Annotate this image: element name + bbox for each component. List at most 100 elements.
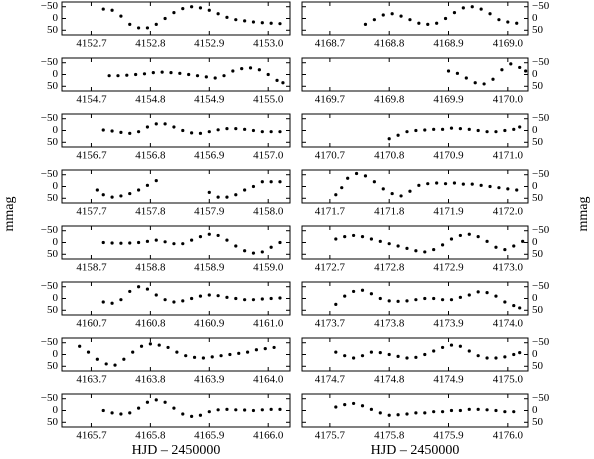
y-tick-label: −50 [41, 0, 59, 12]
panel-frame [61, 57, 291, 92]
data-point [494, 356, 498, 360]
data-point [503, 355, 507, 359]
data-point [154, 398, 158, 402]
data-point [260, 408, 264, 412]
y-tick-label: 0 [532, 124, 538, 136]
data-point [485, 408, 489, 412]
data-point [440, 127, 445, 131]
data-point [435, 181, 439, 185]
data-point [521, 239, 525, 243]
data-point [414, 249, 418, 253]
data-point [485, 291, 489, 295]
data-point [423, 411, 427, 415]
data-point [278, 180, 282, 184]
data-point [461, 182, 465, 186]
data-point [128, 289, 132, 294]
data-point [148, 342, 152, 346]
data-point [512, 127, 516, 131]
data-point [210, 355, 214, 359]
data-point [458, 344, 462, 348]
data-point [122, 357, 126, 361]
panel-frame [61, 281, 291, 316]
data-point [387, 352, 391, 357]
data-point [491, 77, 495, 81]
y-axis-label: mmag [576, 197, 591, 232]
y-tick-label: −50 [41, 280, 59, 292]
data-point [136, 188, 141, 192]
data-point [175, 350, 179, 354]
data-point [275, 78, 279, 82]
y-tick-label: 0 [53, 404, 59, 416]
data-point [172, 125, 176, 129]
data-point [512, 303, 516, 308]
x-tick-label: 4158.9 [194, 262, 225, 274]
data-point [136, 26, 141, 30]
y-tick-label: 0 [532, 292, 538, 304]
x-tick-label: 4160.7 [76, 318, 107, 330]
data-point [476, 235, 480, 239]
data-point [240, 67, 244, 71]
y-tick-label: 0 [53, 180, 59, 192]
data-point [260, 21, 264, 25]
data-point [515, 188, 519, 192]
data-point [396, 244, 400, 248]
data-point [369, 237, 374, 241]
data-point [334, 237, 338, 241]
data-point [405, 299, 409, 303]
data-point [86, 350, 91, 354]
data-point [119, 14, 123, 18]
x-tick-label: 4165.7 [76, 430, 107, 442]
data-point [278, 130, 282, 134]
data-point [243, 408, 247, 412]
data-point [360, 288, 365, 292]
data-point [157, 343, 161, 347]
data-point [432, 296, 436, 301]
data-point [243, 127, 247, 131]
x-tick-label: 4170.0 [493, 94, 524, 106]
data-point [243, 298, 247, 302]
data-point [260, 297, 264, 301]
data-point [455, 71, 460, 75]
data-point [163, 400, 167, 404]
data-point [381, 13, 385, 17]
x-tick-label: 4156.7 [76, 150, 107, 162]
data-point [260, 180, 264, 184]
data-point [506, 187, 510, 191]
data-point [207, 190, 211, 194]
data-point [390, 12, 394, 16]
y-tick-label: 50 [47, 80, 59, 92]
x-tick-label: 4176.0 [493, 430, 524, 442]
x-tick-label: 4171.7 [315, 206, 346, 218]
data-point [243, 188, 247, 192]
x-tick-label: 4169.8 [374, 94, 405, 106]
data-point [494, 294, 498, 298]
data-point [405, 246, 409, 250]
x-tick-label: 4169.7 [315, 94, 346, 106]
data-point [346, 176, 350, 180]
data-point [343, 354, 347, 358]
data-point [198, 294, 203, 298]
data-point [440, 298, 445, 302]
data-point [458, 408, 462, 413]
data-point [449, 343, 454, 347]
y-tick-label: −50 [41, 336, 59, 348]
y-tick-label: 50 [47, 24, 59, 36]
data-point [443, 182, 448, 186]
data-point [151, 71, 155, 75]
data-point [225, 195, 229, 199]
data-point [414, 128, 418, 133]
data-point [449, 298, 454, 302]
data-point [470, 5, 474, 9]
data-point [503, 410, 507, 414]
data-point [190, 414, 194, 418]
x-tick-label: 4165.8 [135, 430, 166, 442]
data-point [251, 184, 256, 189]
data-point [225, 15, 229, 19]
data-point [443, 16, 448, 21]
data-point [113, 363, 117, 367]
x-tick-label: 4152.9 [194, 38, 225, 50]
x-tick-label: 4174.0 [493, 318, 524, 330]
data-point [172, 242, 176, 246]
x-tick-label: 4168.9 [433, 38, 464, 50]
data-point [225, 407, 229, 411]
